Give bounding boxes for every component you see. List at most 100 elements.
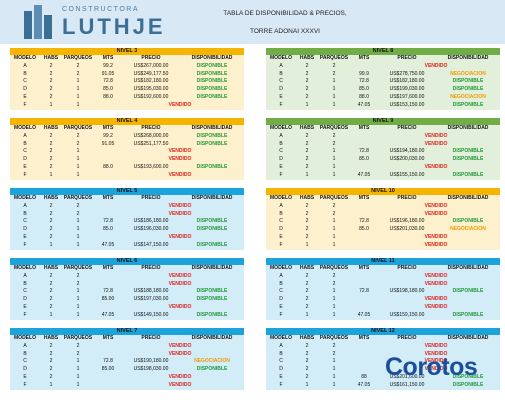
status: DISPONIBLE xyxy=(196,296,228,303)
column-header: HABS xyxy=(43,55,59,61)
cell: 2 xyxy=(305,93,309,100)
column-header: MTS xyxy=(358,265,370,271)
cell: 1 xyxy=(76,241,80,248)
unit-row: E 2 1 VENDIDO xyxy=(266,234,500,242)
unit-row: D 2 1 VENDIDO xyxy=(10,156,244,164)
cell: A xyxy=(23,132,27,139)
logo-icon xyxy=(24,5,52,39)
unit-row: B 2 2 VENDIDO xyxy=(10,351,244,359)
cell: 1 xyxy=(305,241,309,248)
cell: A xyxy=(279,342,283,349)
column-header: MODELO xyxy=(270,195,292,201)
status: DISPONIBLE xyxy=(196,78,228,85)
cell xyxy=(350,211,378,219)
cell: 2 xyxy=(305,342,309,349)
column-header: PRECIO xyxy=(141,125,161,131)
unit-row: F 1 1 47.05 US$161,150.00 DISPONIBLE xyxy=(266,382,500,390)
level-table: NIVEL 6 MODELO HABS PARQUEOS MTS PRECIO DISPON… xyxy=(10,258,244,320)
unit-row: F 1 1 47.05 US$159,150.00 DISPONIBLE xyxy=(266,312,500,320)
cell: 88 xyxy=(361,373,367,380)
cell: 1 xyxy=(332,296,336,303)
status: VENDIDO xyxy=(424,210,448,217)
column-header: MODELO xyxy=(14,125,36,131)
unit-row: C 2 1 VENDIDO xyxy=(10,148,244,156)
status: VENDIDO xyxy=(424,233,448,240)
unit-row: A 2 2 VENDIDO xyxy=(266,273,500,281)
unit-row: E 2 1 VENDIDO xyxy=(10,374,244,382)
status: DISPONIBLE xyxy=(196,288,228,295)
cell: 2 xyxy=(49,296,53,303)
cell: 1 xyxy=(332,86,336,93)
cell: A xyxy=(279,62,283,69)
cell: 1 xyxy=(332,163,336,170)
cell: D xyxy=(279,86,283,93)
cell: 2 xyxy=(305,156,309,163)
cell: E xyxy=(279,373,283,380)
unit-row: A 2 2 VENDIDO xyxy=(266,63,500,71)
status: DISPONIBLE xyxy=(452,373,484,380)
unit-row: A 2 2 VENDIDO xyxy=(10,343,244,351)
cell: 1 xyxy=(76,366,80,373)
cell: 1 xyxy=(332,148,336,155)
cell xyxy=(350,133,378,141)
cell: E xyxy=(23,233,27,240)
column-header: PRECIO xyxy=(141,265,161,271)
level-title: NIVEL 4 xyxy=(10,118,244,125)
column-header: MODELO xyxy=(270,265,292,271)
cell: 2 xyxy=(305,86,309,93)
unit-row: A 2 2 VENDIDO xyxy=(266,343,500,351)
cell: C xyxy=(279,218,283,225)
cell: F xyxy=(279,311,283,318)
cell: D xyxy=(23,156,27,163)
cell: 2 xyxy=(305,218,309,225)
cell: B xyxy=(279,350,283,357)
cell: F xyxy=(23,241,27,248)
column-header: MODELO xyxy=(14,265,36,271)
column-header: MODELO xyxy=(270,335,292,341)
header-row: MODELO HABS PARQUEOS MTS PRECIO DISPONIBILIDA… xyxy=(10,55,244,63)
column-header: MTS xyxy=(102,55,114,61)
cell: US$182,180.00 xyxy=(133,78,169,85)
cell: US$195,030.00 xyxy=(133,86,169,93)
cell: US$267,000.00 xyxy=(133,62,169,69)
cell: 1 xyxy=(49,171,53,178)
cell: 1 xyxy=(76,311,80,318)
cell: 1 xyxy=(332,101,336,108)
unit-row: C 2 1 72.8 US$182,180.00 DISPONIBLE xyxy=(10,78,244,86)
status: VENDIDO xyxy=(168,148,192,155)
status: VENDIDO xyxy=(168,202,192,209)
unit-row: E 2 1 88 US$201,600.00 DISPONIBLE xyxy=(266,374,500,382)
column-header: MTS xyxy=(358,195,370,201)
unit-row: E 2 1 88.0 US$197,600.00 NEGOCIACION xyxy=(266,94,500,102)
cell: 85.00 xyxy=(101,296,115,303)
unit-row: C 2 1 72.8 US$182,180.00 DISPONIBLE xyxy=(266,78,500,86)
cell xyxy=(94,343,122,351)
cell: 2 xyxy=(305,140,309,147)
cell: 2 xyxy=(305,62,309,69)
cell: 1 xyxy=(332,303,336,310)
cell: 2 xyxy=(76,202,80,209)
cell: 2 xyxy=(76,70,80,77)
cell: US$198,030.00 xyxy=(133,366,169,373)
cell: 2 xyxy=(305,70,309,77)
level-title: NIVEL 6 xyxy=(10,258,244,265)
cell: 2 xyxy=(49,218,53,225)
unit-row: E 2 1 88.0 US$193,600.00 DISPONIBLE xyxy=(10,164,244,172)
cell: 1 xyxy=(76,381,80,388)
unit-row: C 2 1 72.8 US$186,180.00 DISPONIBLE xyxy=(10,218,244,226)
cell: 2 xyxy=(49,358,53,365)
column-header: PARQUEOS xyxy=(63,265,93,271)
cell: C xyxy=(23,218,27,225)
cell: 2 xyxy=(332,202,336,209)
cell: E xyxy=(279,163,283,170)
status: VENDIDO xyxy=(424,350,448,357)
status: DISPONIBLE xyxy=(196,93,228,100)
status: VENDIDO xyxy=(168,280,192,287)
cell: F xyxy=(279,381,283,388)
unit-row: B 2 2 VENDIDO xyxy=(10,211,244,219)
unit-row: B 2 2 VENDIDO xyxy=(266,211,500,219)
cell: 2 xyxy=(305,132,309,139)
cell: 2 xyxy=(76,140,80,147)
cell: 2 xyxy=(305,358,309,365)
